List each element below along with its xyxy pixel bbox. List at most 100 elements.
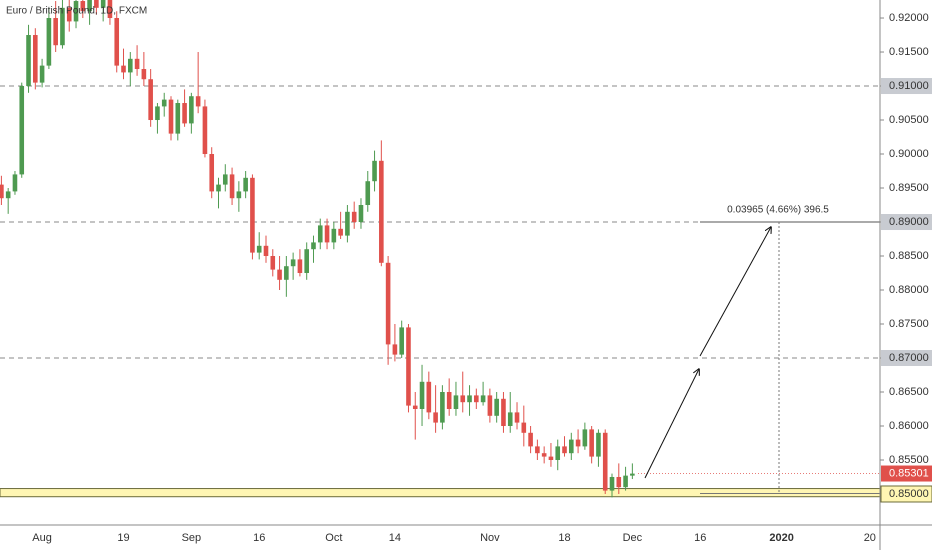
y-tick-label: 0.89000 [889, 216, 929, 228]
candle-body [528, 432, 533, 447]
candle-body [440, 391, 445, 423]
candle-body [243, 177, 248, 192]
candle-body [182, 103, 187, 124]
x-tick-label: 16 [253, 532, 265, 544]
candle-body [202, 106, 208, 155]
candle-body [365, 181, 371, 206]
candle-body [250, 177, 255, 253]
y-tick-label: 0.91500 [889, 46, 929, 58]
candle-body [507, 412, 513, 426]
candle-body [19, 86, 25, 175]
x-tick-label: 18 [558, 532, 570, 544]
candle-body [189, 96, 194, 124]
candle-body [5, 191, 11, 199]
candle-body [270, 256, 276, 270]
x-tick-label: Nov [480, 532, 500, 544]
candle-body [602, 432, 608, 491]
candle-body [419, 381, 425, 409]
candle-body [155, 106, 160, 121]
last-price-box [881, 465, 932, 482]
candle-body [385, 262, 391, 345]
candle-body [460, 395, 466, 403]
support-zone [0, 488, 880, 498]
candle-body [128, 58, 133, 73]
candle-body [494, 398, 499, 416]
level-label-box [881, 350, 932, 367]
candle-body [548, 456, 554, 460]
arrow [644, 369, 699, 479]
candle-body [406, 327, 411, 406]
candle-body [0, 184, 4, 199]
candle-body [501, 398, 506, 426]
candle-body [216, 184, 221, 192]
candle-body [589, 429, 594, 457]
candle-body [100, 0, 106, 8]
candle-body [107, 0, 113, 19]
candle-body [121, 65, 126, 73]
candle-body [148, 79, 153, 121]
candle-body [161, 99, 167, 107]
candle-body [60, 7, 65, 46]
x-tick-label: 14 [389, 532, 401, 544]
candle-body [331, 228, 337, 243]
candle-body [209, 154, 215, 192]
last-price-label: 0.85301 [889, 467, 929, 479]
level-label-box [881, 214, 932, 231]
y-tick-label: 0.86500 [889, 386, 929, 398]
y-tick-label: 0.88500 [889, 250, 929, 262]
candle-body [87, 0, 92, 12]
candle-body [426, 381, 432, 413]
candle-body [236, 191, 242, 199]
y-tick-label: 0.87000 [889, 352, 929, 364]
y-tick-label: 0.85500 [889, 454, 929, 466]
x-tick-label: 16 [694, 532, 706, 544]
x-tick-label: 2020 [769, 532, 793, 544]
candle-body [324, 225, 330, 243]
candle-body [467, 395, 472, 403]
y-tick-label: 0.89500 [889, 182, 929, 194]
x-tick-label: 20 [864, 532, 876, 544]
x-tick-label: Sep [182, 532, 202, 544]
candle-body [53, 18, 58, 46]
candle-body [379, 160, 384, 263]
x-tick-label: Dec [623, 532, 643, 544]
candle-body [284, 266, 289, 280]
candle-body [46, 18, 52, 66]
candle-body [73, 1, 79, 22]
candle-body [304, 249, 309, 274]
candle-body [195, 96, 201, 107]
candle-body [33, 35, 38, 83]
arrow [699, 227, 771, 357]
candle-body [222, 174, 228, 185]
candle-body [372, 160, 377, 182]
candle-body [623, 475, 628, 488]
measure-label: 0.03965 (4.66%) 396.5 [727, 205, 829, 216]
y-tick-label: 0.85000 [889, 488, 929, 500]
candle-body [114, 18, 120, 66]
candle-body [141, 69, 147, 80]
candle-body [26, 35, 31, 87]
candle-body [345, 211, 350, 236]
candle-body [256, 245, 262, 253]
candle-body [555, 446, 561, 460]
candle-body [616, 476, 622, 488]
candle-body [630, 473, 635, 476]
candle-body [480, 395, 486, 403]
candle-body [94, 0, 99, 8]
y-tick-label: 0.87500 [889, 318, 929, 330]
y-tick-label: 0.90500 [889, 114, 929, 126]
candle-body [541, 453, 547, 457]
candle-body [562, 446, 567, 454]
candle-body [487, 395, 493, 416]
candle-body [229, 174, 235, 199]
candle-body [596, 432, 601, 457]
candle-body [12, 174, 18, 192]
candle-body [263, 245, 269, 257]
candle-body [80, 1, 86, 12]
candle-body [311, 242, 316, 250]
y-tick-label: 0.91000 [889, 80, 929, 92]
candle-body [446, 391, 452, 409]
candle-body [392, 344, 398, 355]
candle-body [609, 476, 615, 491]
